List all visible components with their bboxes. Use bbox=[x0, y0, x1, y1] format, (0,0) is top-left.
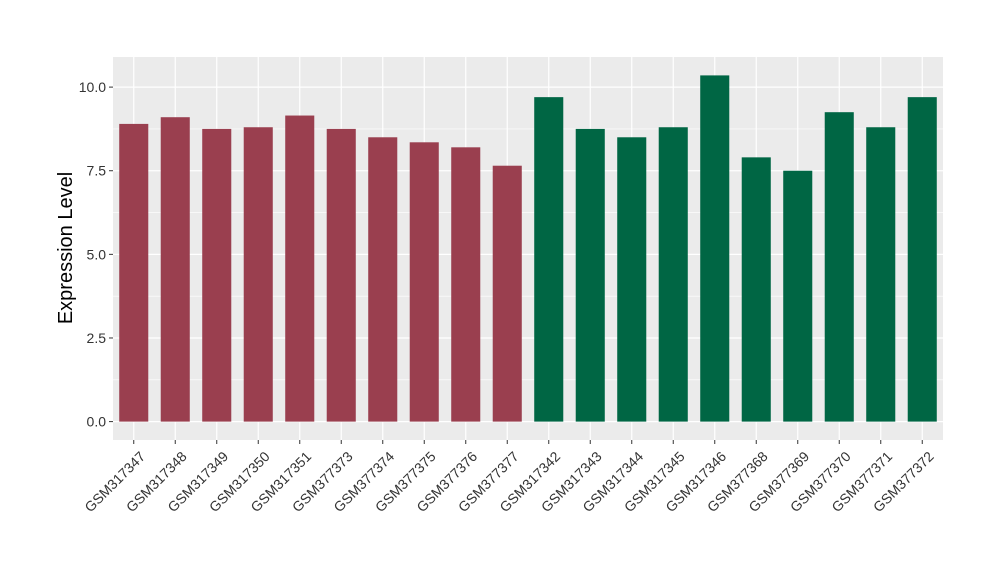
bar-GSM377372 bbox=[907, 97, 937, 422]
y-tick-label: 10.0 bbox=[79, 79, 106, 95]
bar-GSM377377 bbox=[492, 165, 522, 422]
bar-GSM377370 bbox=[824, 112, 854, 422]
y-tick-label: 7.5 bbox=[87, 163, 107, 179]
bar-GSM377369 bbox=[783, 170, 813, 422]
y-axis-title: Expression Level bbox=[55, 172, 77, 324]
bar-GSM317346 bbox=[700, 75, 730, 422]
x-axis: GSM317347GSM317348GSM317349GSM317350GSM3… bbox=[81, 440, 937, 515]
bar-GSM317348 bbox=[160, 117, 190, 422]
y-tick-label: 2.5 bbox=[87, 330, 107, 346]
bar-GSM377375 bbox=[409, 142, 439, 422]
y-axis: 0.0 2.5 5.0 7.5 10.0 bbox=[79, 79, 113, 430]
bar-GSM317351 bbox=[285, 115, 315, 422]
bar-GSM317349 bbox=[202, 128, 232, 422]
plot-panel bbox=[113, 57, 943, 440]
bar-GSM377371 bbox=[866, 127, 896, 422]
bar-GSM377374 bbox=[368, 137, 398, 422]
bar-GSM317350 bbox=[243, 127, 273, 422]
bar-GSM317345 bbox=[658, 127, 688, 422]
y-tick-label: 0.0 bbox=[87, 414, 107, 430]
bar-GSM317344 bbox=[617, 137, 647, 422]
bar-GSM317342 bbox=[534, 97, 564, 422]
bar-GSM377373 bbox=[326, 128, 356, 422]
bar-GSM317343 bbox=[575, 128, 605, 422]
y-tick-label: 5.0 bbox=[87, 246, 107, 262]
bars bbox=[119, 75, 937, 422]
bar-GSM377368 bbox=[741, 157, 771, 422]
bar-GSM377376 bbox=[451, 147, 481, 422]
bar-GSM317347 bbox=[119, 123, 149, 422]
